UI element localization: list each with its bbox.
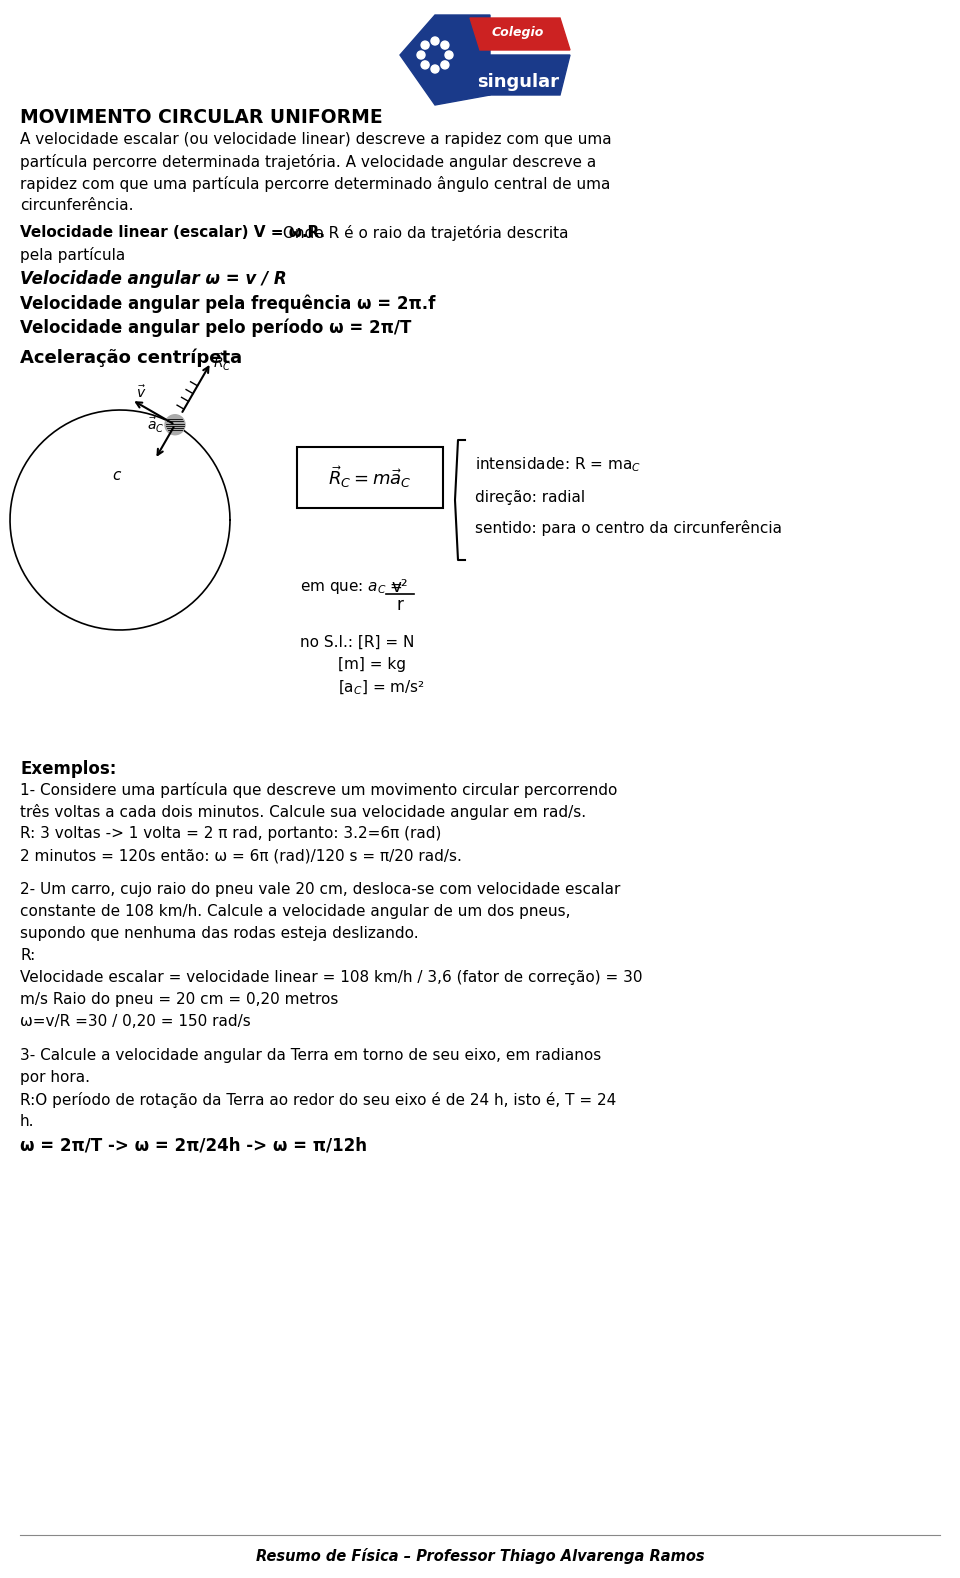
Text: Velocidade angular pelo período ω = 2π/T: Velocidade angular pelo período ω = 2π/T — [20, 319, 412, 336]
Text: MOVIMENTO CIRCULAR UNIFORME: MOVIMENTO CIRCULAR UNIFORME — [20, 107, 383, 126]
Text: direção: radial: direção: radial — [475, 491, 586, 505]
Circle shape — [421, 41, 429, 49]
Text: ω = 2π/T -> ω = 2π/24h -> ω = π/12h: ω = 2π/T -> ω = 2π/24h -> ω = π/12h — [20, 1136, 367, 1154]
Text: circunferência.: circunferência. — [20, 197, 133, 213]
Text: r: r — [396, 596, 403, 614]
Text: Exemplos:: Exemplos: — [20, 761, 116, 778]
Text: 1- Considere uma partícula que descreve um movimento circular percorrendo: 1- Considere uma partícula que descreve … — [20, 783, 617, 798]
Text: 3- Calcule a velocidade angular da Terra em torno de seu eixo, em radianos: 3- Calcule a velocidade angular da Terra… — [20, 1048, 601, 1064]
Text: por hora.: por hora. — [20, 1070, 90, 1086]
Text: $\vec{R}_C = m\vec{a}_C$: $\vec{R}_C = m\vec{a}_C$ — [328, 464, 412, 491]
Text: Velocidade angular pela frequência ω = 2π.f: Velocidade angular pela frequência ω = 2… — [20, 294, 436, 312]
Text: R:: R: — [20, 948, 36, 963]
Text: h.: h. — [20, 1114, 35, 1128]
Text: [m] = kg: [m] = kg — [338, 656, 406, 672]
Circle shape — [417, 50, 425, 58]
Text: sentido: para o centro da circunferência: sentido: para o centro da circunferência — [475, 521, 782, 537]
Text: partícula percorre determinada trajetória. A velocidade angular descreve a: partícula percorre determinada trajetóri… — [20, 155, 596, 170]
Text: A velocidade escalar (ou velocidade linear) descreve a rapidez com que uma: A velocidade escalar (ou velocidade line… — [20, 133, 612, 147]
Text: R:O período de rotação da Terra ao redor do seu eixo é de 24 h, isto é, T = 24: R:O período de rotação da Terra ao redor… — [20, 1092, 616, 1108]
Circle shape — [441, 41, 449, 49]
Text: Resumo de Física – Professor Thiago Alvarenga Ramos: Resumo de Física – Professor Thiago Alva… — [255, 1548, 705, 1564]
Text: em que: $a_C$ =: em que: $a_C$ = — [300, 581, 403, 596]
Circle shape — [431, 65, 439, 73]
Circle shape — [421, 62, 429, 69]
Circle shape — [445, 50, 453, 58]
Circle shape — [165, 415, 185, 434]
Text: pela partícula: pela partícula — [20, 248, 125, 264]
Polygon shape — [400, 16, 490, 106]
Text: 2- Um carro, cujo raio do pneu vale 20 cm, desloca-se com velocidade escalar: 2- Um carro, cujo raio do pneu vale 20 c… — [20, 882, 620, 896]
Text: $\vec{a}_C$: $\vec{a}_C$ — [147, 415, 164, 434]
Text: c: c — [112, 469, 120, 483]
Text: R: 3 voltas -> 1 volta = 2 π rad, portanto: 3.2=6π (rad): R: 3 voltas -> 1 volta = 2 π rad, portan… — [20, 825, 442, 841]
Text: constante de 108 km/h. Calcule a velocidade angular de um dos pneus,: constante de 108 km/h. Calcule a velocid… — [20, 904, 570, 918]
Text: supondo que nenhuma das rodas esteja deslizando.: supondo que nenhuma das rodas esteja des… — [20, 926, 419, 940]
Text: três voltas a cada dois minutos. Calcule sua velocidade angular em rad/s.: três voltas a cada dois minutos. Calcule… — [20, 805, 587, 821]
Text: Velocidade linear (escalar) V = ω.R.: Velocidade linear (escalar) V = ω.R. — [20, 226, 325, 240]
Text: $\vec{v}$: $\vec{v}$ — [135, 383, 146, 401]
Text: rapidez com que uma partícula percorre determinado ângulo central de uma: rapidez com que uma partícula percorre d… — [20, 177, 611, 193]
Circle shape — [431, 36, 439, 46]
Text: ω=v/R =30 / 0,20 = 150 rad/s: ω=v/R =30 / 0,20 = 150 rad/s — [20, 1015, 251, 1029]
Text: no S.I.: [R] = N: no S.I.: [R] = N — [300, 634, 415, 650]
Text: Velocidade escalar = velocidade linear = 108 km/h / 3,6 (fator de correção) = 30: Velocidade escalar = velocidade linear =… — [20, 970, 642, 985]
FancyBboxPatch shape — [297, 447, 443, 508]
Circle shape — [429, 49, 441, 62]
Polygon shape — [470, 17, 570, 50]
Text: 2 minutos = 120s então: ω = 6π (rad)/120 s = π/20 rad/s.: 2 minutos = 120s então: ω = 6π (rad)/120… — [20, 847, 462, 863]
Text: intensidade: R = ma$_C$: intensidade: R = ma$_C$ — [475, 454, 641, 473]
Text: Onde R é o raio da trajetória descrita: Onde R é o raio da trajetória descrita — [278, 226, 568, 241]
Text: $\vec{R}_C$: $\vec{R}_C$ — [213, 352, 231, 372]
Text: singular: singular — [477, 73, 559, 92]
Polygon shape — [470, 55, 570, 95]
Text: v²: v² — [392, 578, 408, 596]
Text: m/s Raio do pneu = 20 cm = 0,20 metros: m/s Raio do pneu = 20 cm = 0,20 metros — [20, 993, 338, 1007]
Text: Velocidade angular ω = v / R: Velocidade angular ω = v / R — [20, 270, 287, 289]
Text: Colegio: Colegio — [492, 25, 544, 38]
Text: [a$_C$] = m/s²: [a$_C$] = m/s² — [338, 679, 425, 697]
Text: Aceleração centrípeta: Aceleração centrípeta — [20, 349, 242, 366]
Circle shape — [441, 62, 449, 69]
